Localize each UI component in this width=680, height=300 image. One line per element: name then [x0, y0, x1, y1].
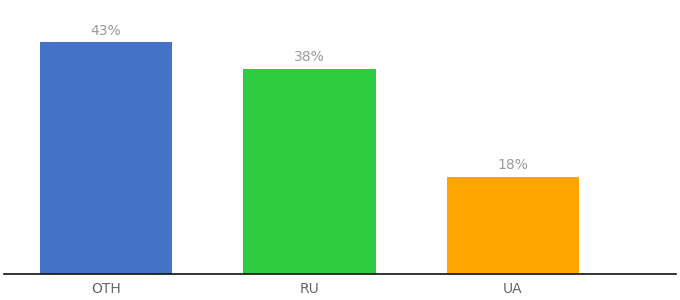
- Text: 43%: 43%: [90, 24, 121, 38]
- Text: 38%: 38%: [294, 50, 325, 64]
- Bar: [243, 69, 375, 274]
- Text: 18%: 18%: [498, 158, 528, 172]
- Bar: [40, 42, 172, 274]
- Bar: [447, 176, 579, 274]
